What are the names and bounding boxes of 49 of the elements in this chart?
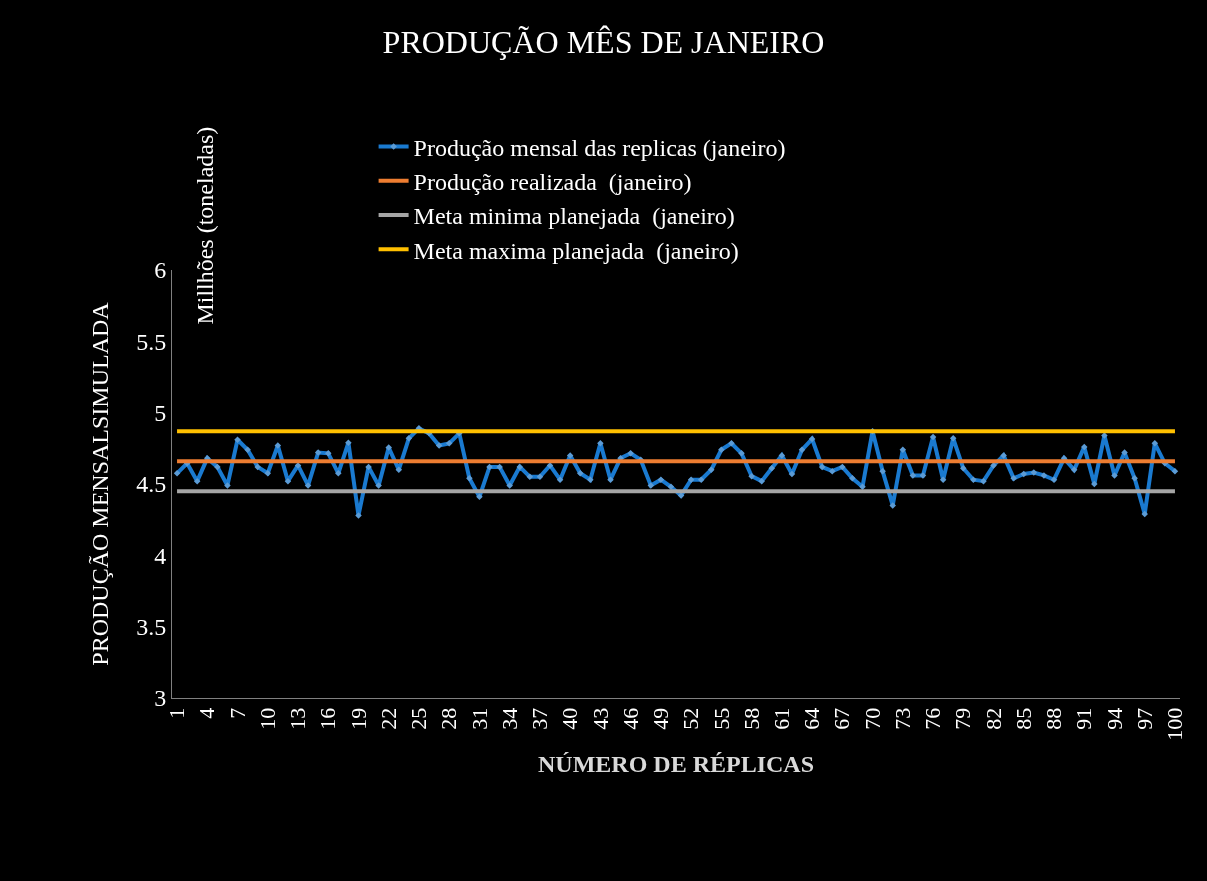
x-tick-label: 100 (1162, 707, 1188, 741)
x-tick-label: 76 (920, 707, 946, 730)
x-tick-label: 88 (1041, 707, 1067, 730)
x-tick-label: 28 (436, 707, 462, 730)
x-tick-label: 79 (950, 707, 976, 730)
x-tick-label: 25 (406, 707, 432, 730)
x-tick-label: 40 (557, 707, 583, 730)
x-tick-label: 70 (859, 707, 885, 730)
x-tick-label: 34 (496, 707, 522, 730)
chart-title: PRODUÇÃO MÊS DE JANEIRO (382, 24, 825, 61)
x-tick-label: 67 (829, 707, 855, 730)
y-tick-label: 4.5 (136, 471, 167, 498)
x-tick-label: 10 (254, 707, 280, 730)
x-tick-label: 1 (164, 707, 190, 719)
x-tick-label: 85 (1010, 707, 1036, 730)
x-tick-label: 55 (708, 707, 734, 730)
x-tick-label: 73 (889, 707, 915, 730)
x-tick-label: 19 (345, 707, 371, 730)
x-tick-label: 64 (799, 707, 825, 730)
y-tick-label: 6 (154, 257, 167, 284)
y-axis-title: PRODUÇÃO MENSALSIMULADA (87, 301, 114, 666)
x-tick-label: 16 (315, 707, 341, 730)
legend-label: Produção realizada (janeiro) (413, 169, 692, 196)
x-tick-label: 82 (980, 707, 1006, 730)
x-tick-label: 61 (768, 707, 794, 730)
x-tick-label: 4 (194, 707, 220, 719)
x-tick-label: 52 (678, 707, 704, 730)
legend-label: Produção mensal das replicas (janeiro) (413, 134, 786, 161)
y-tick-label: 5.5 (136, 328, 167, 355)
y-tick-label: 5 (154, 400, 167, 427)
x-tick-label: 37 (527, 707, 553, 730)
x-tick-label: 13 (285, 707, 311, 730)
x-tick-label: 94 (1101, 707, 1127, 730)
y-tick-label: 4 (154, 542, 167, 569)
y-tick-label: 3 (154, 685, 167, 712)
annotation: Millhões (toneladas) (191, 126, 218, 325)
x-tick-label: 31 (466, 707, 492, 730)
x-tick-label: 46 (617, 707, 643, 730)
legend-label: Meta maxima planejada (janeiro) (413, 237, 739, 264)
x-tick-label: 58 (738, 707, 764, 730)
y-tick-label: 3.5 (136, 614, 167, 641)
x-tick-label: 49 (648, 707, 674, 730)
x-tick-label: 7 (224, 707, 250, 719)
x-tick-label: 91 (1071, 707, 1097, 730)
x-tick-label: 43 (587, 707, 613, 730)
x-axis-title: NÚMERO DE RÉPLICAS (537, 751, 815, 778)
x-tick-label: 22 (375, 707, 401, 730)
legend-label: Meta minima planejada (janeiro) (413, 203, 735, 230)
x-tick-label: 97 (1131, 707, 1157, 730)
